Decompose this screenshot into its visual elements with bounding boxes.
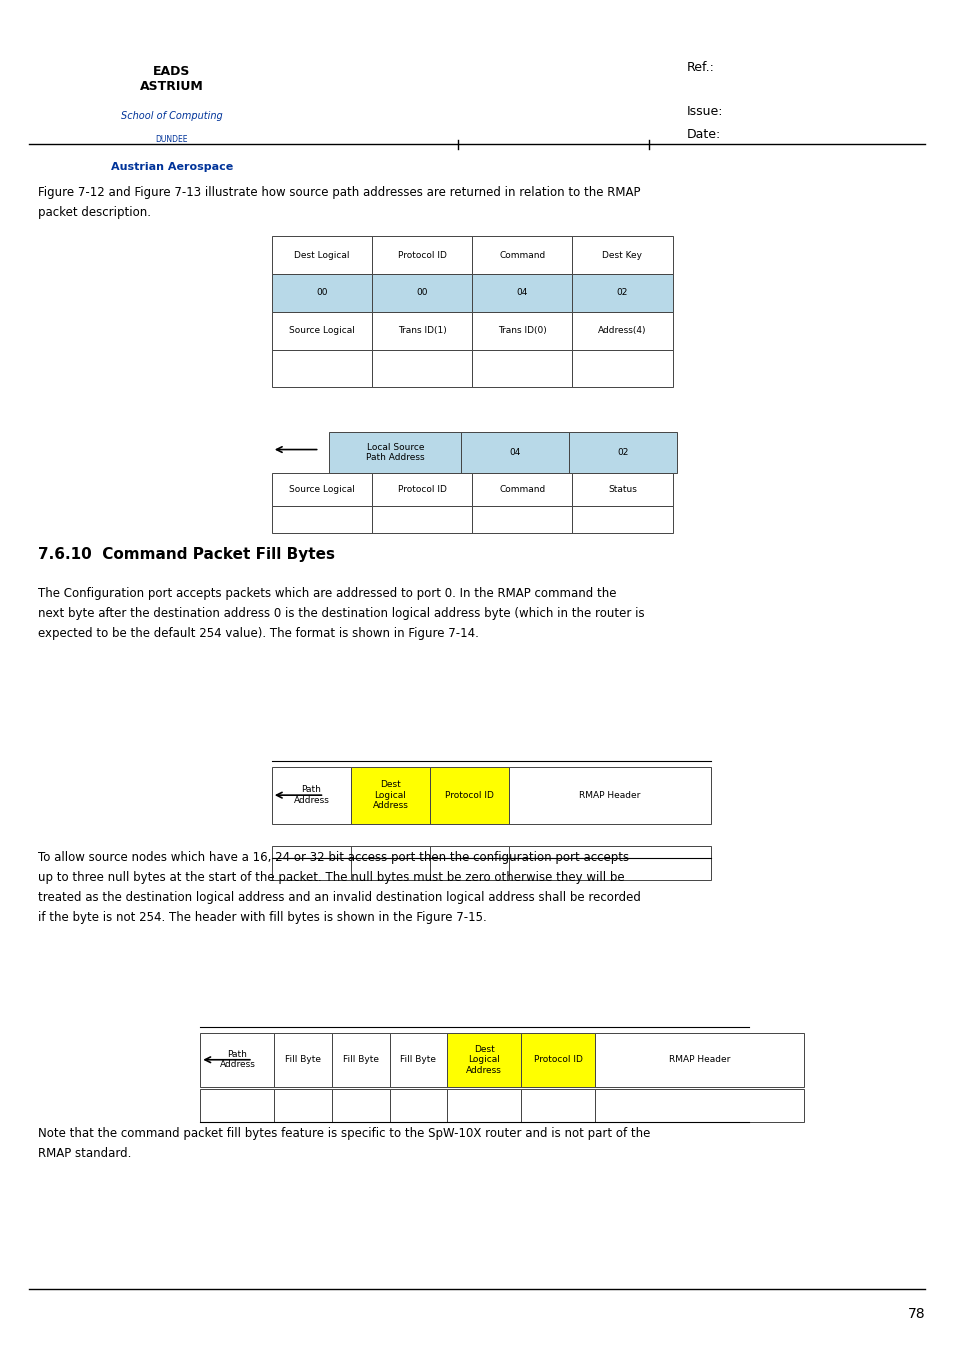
Bar <box>472 472 572 506</box>
Bar <box>332 1033 389 1087</box>
Text: Dest Logical: Dest Logical <box>294 251 350 259</box>
Text: Fill Byte: Fill Byte <box>400 1056 436 1064</box>
Text: Dest
Logical
Address: Dest Logical Address <box>372 780 408 810</box>
Text: Protocol ID: Protocol ID <box>397 251 446 259</box>
Text: 04: 04 <box>517 289 527 297</box>
Bar <box>272 767 351 824</box>
Text: RMAP Header: RMAP Header <box>578 791 639 799</box>
Bar <box>332 1089 389 1122</box>
Text: Status: Status <box>607 485 637 494</box>
Bar <box>272 472 372 506</box>
Bar <box>572 274 672 312</box>
Text: The Configuration port accepts packets which are addressed to port 0. In the RMA: The Configuration port accepts packets w… <box>38 587 644 640</box>
Text: Path
Address: Path Address <box>219 1050 255 1069</box>
Bar <box>389 1089 447 1122</box>
Text: Dest Key: Dest Key <box>602 251 641 259</box>
Text: Source Logical: Source Logical <box>289 327 355 335</box>
Bar <box>372 312 472 350</box>
Bar <box>569 432 677 472</box>
Text: Dest
Logical
Address: Dest Logical Address <box>466 1045 501 1075</box>
Bar <box>572 236 672 274</box>
Bar <box>472 236 572 274</box>
Text: Protocol ID: Protocol ID <box>534 1056 582 1064</box>
Bar <box>272 506 372 533</box>
Bar <box>447 1033 520 1087</box>
Text: Fill Byte: Fill Byte <box>285 1056 321 1064</box>
Bar <box>372 236 472 274</box>
Text: 02: 02 <box>617 289 627 297</box>
Text: 02: 02 <box>617 448 628 456</box>
Bar <box>389 1033 447 1087</box>
Bar <box>372 506 472 533</box>
Bar <box>351 767 430 824</box>
Text: Issue:: Issue: <box>686 105 722 119</box>
Bar <box>572 312 672 350</box>
Text: Command: Command <box>498 485 545 494</box>
Bar <box>329 432 461 472</box>
Bar <box>272 846 351 880</box>
Text: Fill Byte: Fill Byte <box>342 1056 378 1064</box>
Bar <box>272 350 372 387</box>
Bar <box>508 767 710 824</box>
Bar <box>274 1089 332 1122</box>
Text: 7.6.10  Command Packet Fill Bytes: 7.6.10 Command Packet Fill Bytes <box>38 547 335 562</box>
Bar <box>572 472 672 506</box>
Text: Austrian Aerospace: Austrian Aerospace <box>111 162 233 171</box>
Bar <box>200 1033 274 1087</box>
Text: Trans ID(0): Trans ID(0) <box>497 327 546 335</box>
Bar <box>372 350 472 387</box>
Text: RMAP Header: RMAP Header <box>668 1056 729 1064</box>
Text: Note that the command packet fill bytes feature is specific to the SpW-10X route: Note that the command packet fill bytes … <box>38 1127 650 1160</box>
Bar <box>572 506 672 533</box>
Bar <box>472 312 572 350</box>
Bar <box>472 350 572 387</box>
Text: Ref.:: Ref.: <box>686 61 714 74</box>
Bar <box>274 1033 332 1087</box>
Text: Date:: Date: <box>686 128 720 142</box>
Text: Address(4): Address(4) <box>598 327 646 335</box>
Bar <box>595 1089 802 1122</box>
Text: Trans ID(1): Trans ID(1) <box>397 327 446 335</box>
Text: Figure 7-12 and Figure 7-13 illustrate how source path addresses are returned in: Figure 7-12 and Figure 7-13 illustrate h… <box>38 186 640 219</box>
Text: Local Source
Path Address: Local Source Path Address <box>366 443 424 462</box>
Bar <box>272 236 372 274</box>
Text: 00: 00 <box>416 289 428 297</box>
Text: 78: 78 <box>907 1307 924 1320</box>
Bar <box>200 1089 274 1122</box>
Bar <box>447 1089 520 1122</box>
Bar <box>372 274 472 312</box>
Bar <box>520 1033 595 1087</box>
Bar <box>372 472 472 506</box>
Text: DUNDEE: DUNDEE <box>155 135 188 144</box>
Text: 00: 00 <box>315 289 328 297</box>
Bar <box>461 432 569 472</box>
Bar <box>572 350 672 387</box>
Bar <box>351 846 430 880</box>
Bar <box>595 1033 802 1087</box>
Text: To allow source nodes which have a 16, 24 or 32 bit access port then the configu: To allow source nodes which have a 16, 2… <box>38 850 640 923</box>
Bar <box>430 846 508 880</box>
Text: Protocol ID: Protocol ID <box>397 485 446 494</box>
Text: Protocol ID: Protocol ID <box>444 791 494 799</box>
Text: EADS
ASTRIUM: EADS ASTRIUM <box>140 65 203 93</box>
Text: Path
Address: Path Address <box>294 786 329 805</box>
Bar <box>472 274 572 312</box>
Bar <box>520 1089 595 1122</box>
Bar <box>472 506 572 533</box>
Text: School of Computing: School of Computing <box>121 111 222 120</box>
Bar <box>272 312 372 350</box>
Text: Command: Command <box>498 251 545 259</box>
Bar <box>272 274 372 312</box>
Bar <box>430 767 508 824</box>
Text: Source Logical: Source Logical <box>289 485 355 494</box>
Bar <box>508 846 710 880</box>
Text: 04: 04 <box>509 448 520 456</box>
